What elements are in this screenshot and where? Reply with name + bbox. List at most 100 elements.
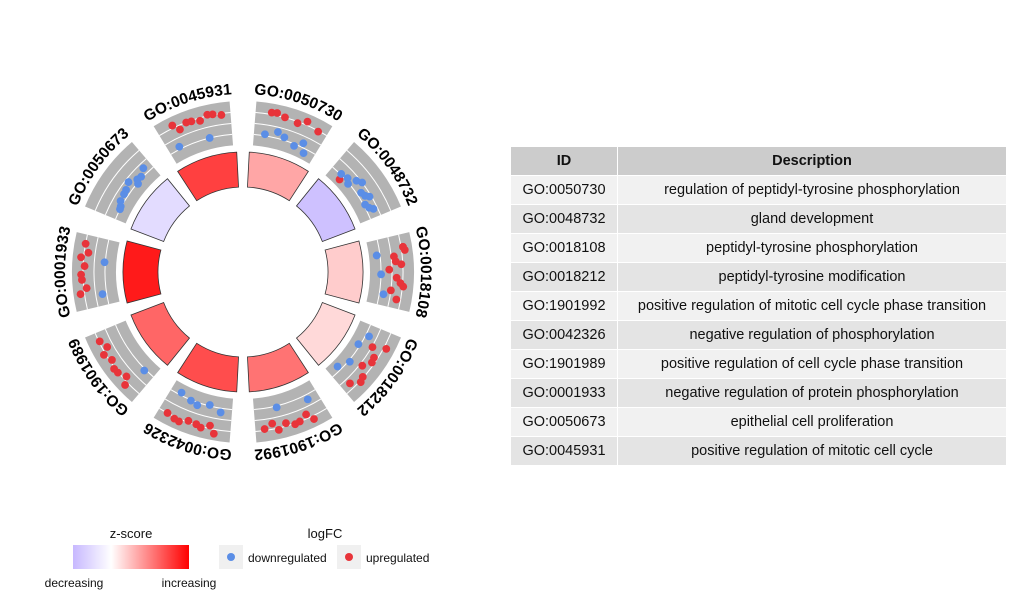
upregulated-gene-point: [121, 381, 129, 389]
upregulated-gene-point: [84, 248, 93, 257]
downregulated-gene-point: [303, 395, 312, 404]
downregulated-key-dot: [227, 553, 235, 561]
grid-arc: [115, 324, 154, 378]
downregulated-gene-point: [361, 191, 369, 200]
downregulated-gene-point: [343, 174, 352, 183]
upregulated-gene-point: [303, 117, 312, 126]
downregulated-gene-point: [261, 130, 269, 139]
downregulated-gene-point: [345, 357, 354, 366]
grid-arc: [164, 398, 232, 422]
upregulated-gene-point: [368, 343, 377, 352]
zscore-bar-GO-0001933: [122, 240, 162, 304]
upregulated-key-dot: [345, 553, 353, 561]
zscore-legend-high-label: increasing: [162, 576, 217, 590]
upregulated-gene-point: [206, 421, 214, 430]
table-row: GO:0050673 epithelial cell proliferation: [511, 407, 1006, 437]
downregulated-gene-point: [177, 388, 186, 397]
upregulated-gene-point: [192, 420, 201, 429]
upregulated-gene-point: [385, 265, 394, 274]
upregulated-gene-point: [80, 262, 89, 270]
downregulated-gene-point: [216, 408, 225, 417]
upregulated-gene-point: [274, 426, 283, 434]
table-cell-description: peptidyl-tyrosine phosphorylation: [617, 233, 1006, 263]
grid-arc: [253, 389, 316, 411]
table-cell-description: negative regulation of phosphorylation: [617, 320, 1006, 350]
upregulated-gene-point: [358, 361, 367, 370]
downregulated-gene-point: [139, 164, 148, 173]
table-cell-id: GO:0048732: [511, 204, 618, 234]
upregulated-gene-point: [302, 410, 310, 419]
zscore-bar-GO-0050673: [130, 178, 191, 243]
upregulated-gene-point: [391, 257, 400, 266]
upregulated-gene-point: [268, 419, 277, 428]
zscore-colorbar: [73, 545, 189, 569]
table-cell-description: gland development: [617, 204, 1006, 234]
grid-arc: [104, 328, 147, 386]
downregulated-gene-point: [193, 401, 202, 410]
upregulated-gene-point: [368, 358, 376, 367]
downregulated-gene-point: [365, 332, 373, 341]
zscore-bar-GO-0045931: [177, 151, 239, 202]
table-cell-description: peptidyl-tyrosine modification: [617, 262, 1006, 292]
downregulated-gene-point: [137, 172, 146, 181]
downregulated-gene-point: [333, 362, 342, 371]
term-label-GO-0001933: GO:0001933: [52, 224, 75, 319]
downregulated-gene-point: [372, 251, 381, 260]
table-cell-id: GO:0001933: [511, 378, 618, 408]
outer-track-GO-0050730: [252, 101, 333, 164]
downregulated-gene-point: [365, 203, 373, 212]
upregulated-gene-point: [170, 414, 179, 423]
upregulated-gene-point: [108, 356, 116, 364]
grid-arc: [254, 398, 322, 422]
downregulated-gene-point: [358, 178, 367, 187]
upregulated-gene-point: [310, 415, 318, 423]
downregulated-gene-point: [354, 340, 363, 349]
grid-arc: [104, 239, 110, 305]
logfc-legend-title: logFC: [308, 526, 343, 541]
table-cell-id: GO:1901989: [511, 349, 618, 379]
upregulated-gene-point: [100, 350, 108, 359]
upregulated-gene-point: [76, 290, 85, 299]
table-cell-description: positive regulation of mitotic cell cycl…: [617, 291, 1006, 321]
grid-arc: [332, 324, 371, 378]
upregulated-gene-point: [77, 253, 85, 262]
grid-arc: [94, 149, 140, 211]
zscore-bar-GO-0018108: [324, 240, 364, 304]
downregulated-gene-point: [299, 149, 308, 158]
upregulated-gene-point: [110, 364, 118, 373]
table-header-description: Description: [617, 147, 1006, 176]
table-cell-description: positive regulation of cell cycle phase …: [617, 349, 1006, 379]
grid-arc: [339, 328, 382, 386]
downregulated-gene-point: [175, 142, 184, 151]
upregulated-gene-point: [399, 242, 407, 251]
grid-arc: [346, 149, 392, 211]
table-cell-id: GO:0042326: [511, 320, 618, 350]
upregulated-gene-point: [187, 117, 196, 126]
upregulated-legend-label: upregulated: [366, 551, 429, 565]
legend-layer: z-score decreasing increasing logFC downregu…: [45, 526, 430, 590]
upregulated-gene-point: [208, 110, 217, 119]
upregulated-gene-point: [103, 343, 112, 351]
zscore-bar-GO-1901989: [130, 301, 191, 366]
table-row: GO:0048732 gland development: [511, 204, 1006, 234]
downregulated-gene-point: [134, 179, 142, 188]
upregulated-gene-point: [196, 116, 204, 125]
upregulated-gene-point: [273, 109, 282, 117]
table-cell-id: GO:0018212: [511, 262, 618, 292]
upregulated-gene-point: [392, 295, 401, 304]
zscore-bar-GO-0042326: [177, 342, 239, 393]
grid-arc: [254, 122, 322, 146]
table-cell-id: GO:1901992: [511, 291, 618, 321]
grid-arc: [170, 133, 233, 155]
zscore-legend-low-label: decreasing: [45, 576, 104, 590]
table-row: GO:1901989 positive regulation of cell cy…: [511, 349, 1006, 379]
downregulated-gene-point: [379, 290, 388, 299]
go-circle-plot: GO:0050730GO:0048732GO:0018108GO:0018212…: [45, 81, 434, 590]
table-header-id: ID: [511, 147, 618, 176]
upregulated-gene-point: [386, 286, 395, 295]
table-row: GO:0001933 negative regulation of protein…: [511, 378, 1006, 408]
downregulated-gene-point: [116, 205, 124, 214]
table-row: GO:0018212 peptidyl-tyrosine modification: [511, 262, 1006, 292]
table-cell-description: positive regulation of mitotic cell cycl…: [617, 436, 1006, 466]
table-cell-id: GO:0050673: [511, 407, 618, 437]
